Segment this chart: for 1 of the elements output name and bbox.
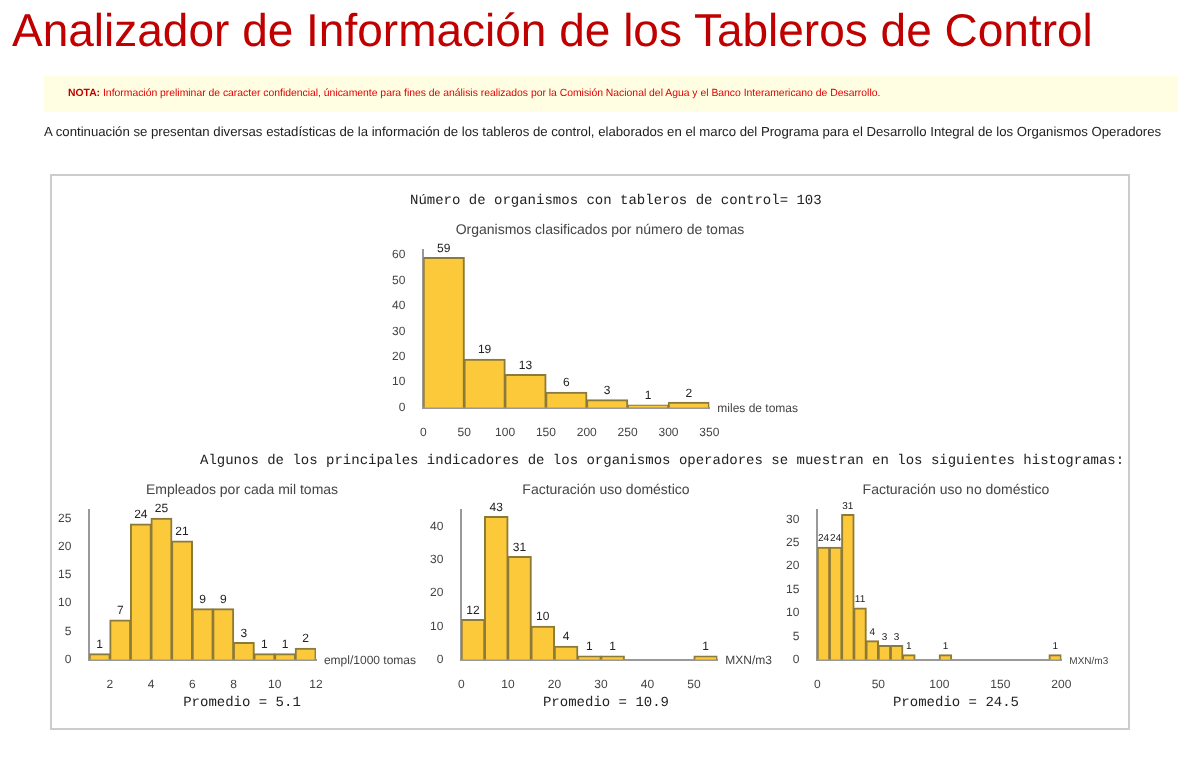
text: Analizador de Información de los Tableros de Control	[12, 4, 1093, 58]
